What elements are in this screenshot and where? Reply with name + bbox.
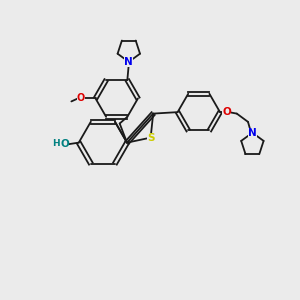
Text: N: N bbox=[248, 128, 257, 138]
Text: H: H bbox=[52, 139, 60, 148]
Text: O: O bbox=[77, 94, 85, 103]
Text: O: O bbox=[61, 139, 69, 148]
Text: S: S bbox=[147, 133, 154, 142]
Text: O: O bbox=[222, 107, 231, 117]
Text: N: N bbox=[124, 57, 133, 67]
